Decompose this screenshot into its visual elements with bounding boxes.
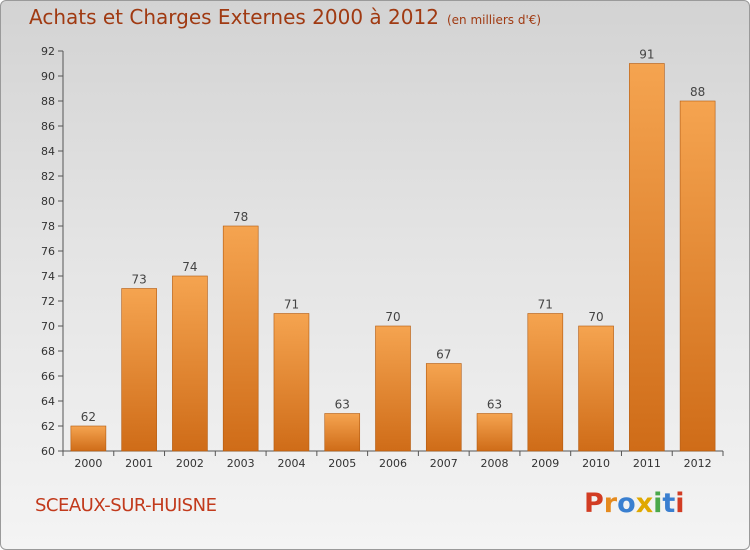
value-label-2012: 88 xyxy=(690,85,705,99)
x-tick-label-2009: 2009 xyxy=(531,457,559,470)
y-tick-label: 84 xyxy=(41,145,55,158)
y-tick-label: 66 xyxy=(41,370,55,383)
bar-2010 xyxy=(578,325,614,452)
chart-title: Achats et Charges Externes 2000 à 2012 (e… xyxy=(29,5,541,29)
x-tick-label-2012: 2012 xyxy=(684,457,712,470)
value-label-2010: 70 xyxy=(588,310,603,324)
x-tick-label-2001: 2001 xyxy=(125,457,153,470)
y-tick-label: 76 xyxy=(41,245,55,258)
bar-2000 xyxy=(70,425,107,452)
value-label-2008: 63 xyxy=(487,398,502,412)
value-label-2001: 73 xyxy=(132,273,147,287)
y-tick-label: 70 xyxy=(41,320,55,333)
logo-letter: i xyxy=(653,488,663,519)
y-tick-label: 86 xyxy=(41,120,55,133)
city-name: SCEAUX-SUR-HUISNE xyxy=(35,495,217,516)
value-label-2007: 67 xyxy=(436,348,451,362)
y-tick-label: 72 xyxy=(41,295,55,308)
bar-2007 xyxy=(425,363,462,452)
y-tick-label: 80 xyxy=(41,195,55,208)
logo-letter: i xyxy=(675,488,685,519)
x-tick-label-2008: 2008 xyxy=(481,457,509,470)
value-label-2000: 62 xyxy=(81,410,96,424)
bar-2012 xyxy=(679,100,716,452)
bar-2009 xyxy=(527,313,564,452)
y-tick-label: 68 xyxy=(41,345,55,358)
x-tick-label-2004: 2004 xyxy=(277,457,305,470)
bar-2002 xyxy=(172,275,208,452)
logo-letter: P xyxy=(584,488,604,519)
x-tick-label-2011: 2011 xyxy=(633,457,661,470)
x-tick-label-2006: 2006 xyxy=(379,457,407,470)
bar-2011 xyxy=(629,63,665,452)
logo-letter: r xyxy=(603,488,618,519)
value-label-2003: 78 xyxy=(233,210,248,224)
bar-2003 xyxy=(222,225,259,452)
value-label-2009: 71 xyxy=(538,298,553,312)
bar-2006 xyxy=(375,325,411,452)
x-tick-label-2005: 2005 xyxy=(328,457,356,470)
bar-2001 xyxy=(121,288,157,452)
x-tick-label-2010: 2010 xyxy=(582,457,610,470)
value-label-2002: 74 xyxy=(182,260,197,274)
title-text: Achats et Charges Externes 2000 à 2012 xyxy=(29,5,439,29)
logo-letter: t xyxy=(662,488,676,519)
value-label-2011: 91 xyxy=(639,48,654,62)
x-tick-label-2000: 2000 xyxy=(74,457,102,470)
y-tick-label: 82 xyxy=(41,170,55,183)
value-label-2005: 63 xyxy=(335,398,350,412)
y-tick-label: 74 xyxy=(41,270,55,283)
bar-2008 xyxy=(476,413,513,452)
x-tick-label-2002: 2002 xyxy=(176,457,204,470)
bar-2004 xyxy=(273,313,310,452)
y-tick-label: 64 xyxy=(41,395,55,408)
y-tick-label: 90 xyxy=(41,70,55,83)
y-tick-label: 60 xyxy=(41,445,55,458)
value-label-2004: 71 xyxy=(284,298,299,312)
y-tick-label: 88 xyxy=(41,95,55,108)
x-tick-label-2003: 2003 xyxy=(227,457,255,470)
bar-2005 xyxy=(324,413,361,452)
y-tick-label: 78 xyxy=(41,220,55,233)
proxiti-logo: Proxiti xyxy=(584,488,685,519)
x-tick-label-2007: 2007 xyxy=(430,457,458,470)
logo-letter: o xyxy=(617,488,636,519)
logo-letter: x xyxy=(635,488,654,519)
value-label-2006: 70 xyxy=(385,310,400,324)
y-tick-label: 62 xyxy=(41,420,55,433)
title-unit: (en milliers d'€) xyxy=(446,13,542,27)
y-tick-label: 92 xyxy=(41,45,55,58)
